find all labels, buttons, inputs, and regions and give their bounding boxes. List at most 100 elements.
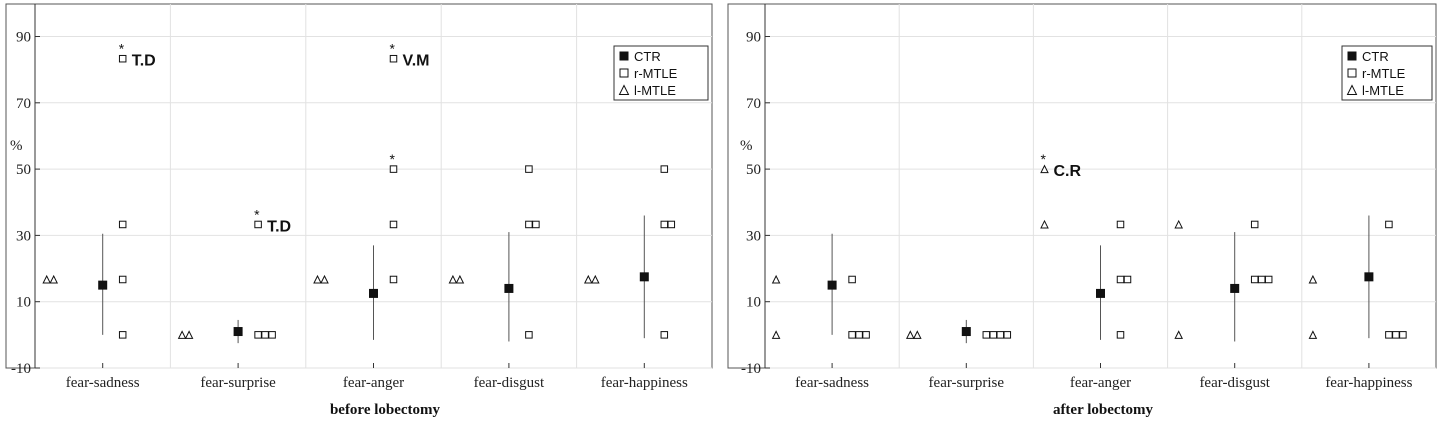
r-mtle-point — [1250, 275, 1259, 284]
r-mtle-point — [848, 331, 856, 339]
r-mtle-point — [261, 331, 269, 339]
r-mtle-point — [118, 54, 127, 63]
r-mtle-point — [1116, 275, 1125, 284]
r-mtle-point — [254, 331, 262, 339]
r-mtle-point — [118, 275, 127, 284]
r-mtle-point — [1257, 275, 1266, 284]
point-annotation: T.D — [267, 218, 291, 235]
ctr-mean-point — [369, 288, 378, 298]
ctr-mean-point — [639, 272, 649, 282]
y-tick-label: 10 — [746, 295, 761, 311]
l-mtle-point — [912, 330, 922, 339]
ctr-mean-point — [961, 327, 971, 337]
legend-label: l-MTLE — [1362, 83, 1404, 98]
significance-star: * — [254, 206, 260, 222]
l-mtle-point — [590, 274, 600, 284]
x-category-label: fear-sadness — [795, 375, 869, 391]
r-mtle-point — [855, 331, 863, 339]
ctr-mean-point — [1364, 272, 1374, 282]
r-mtle-point — [1116, 220, 1125, 229]
l-mtle-point — [320, 274, 329, 284]
r-mtle-point — [848, 275, 856, 284]
l-mtle-point — [313, 274, 322, 284]
l-mtle-point — [49, 274, 59, 284]
l-mtle-point — [1308, 274, 1318, 284]
x-axis-label: after lobectomy — [1053, 402, 1154, 418]
x-category-label: fear-disgust — [474, 375, 545, 391]
l-mtle-point — [771, 274, 781, 284]
x-axis-label: before lobectomy — [330, 402, 441, 418]
l-mtle-point — [448, 274, 458, 284]
point-annotation: V.M — [403, 53, 430, 70]
y-tick-label: 70 — [746, 96, 761, 112]
y-tick-label: 90 — [16, 30, 31, 46]
l-mtle-point — [184, 330, 194, 339]
r-mtle-point — [862, 331, 870, 339]
r-mtle-point — [268, 331, 276, 339]
r-mtle-point — [118, 331, 127, 339]
legend-marker-ctr — [1347, 51, 1357, 61]
x-category-label: fear-sadness — [66, 375, 140, 391]
y-tick-label: 70 — [16, 96, 31, 112]
x-category-label: fear-surprise — [200, 375, 276, 391]
ctr-mean-point — [1096, 288, 1105, 298]
r-mtle-point — [525, 165, 533, 173]
r-mtle-point — [1003, 331, 1012, 339]
y-tick-label: 50 — [746, 162, 761, 178]
ctr-mean-point — [233, 327, 243, 337]
legend-label: r-MTLE — [1362, 66, 1406, 81]
significance-star: * — [119, 41, 125, 57]
r-mtle-point — [660, 165, 669, 173]
l-mtle-point — [1174, 219, 1184, 229]
panel-before-lobectomy: -10 10 30 50 70 90 fear-sadness fear-surprise fe… — [5, 3, 713, 418]
significance-star: * — [390, 41, 396, 57]
y-tick-label: 30 — [746, 228, 761, 244]
l-mtle-point — [1040, 164, 1049, 174]
y-tick-label: 10 — [16, 295, 31, 311]
r-mtle-point — [660, 331, 669, 339]
y-tick-label: 90 — [746, 30, 761, 46]
r-mtle-point — [1392, 331, 1400, 339]
significance-star: * — [1041, 151, 1047, 167]
panel-after-lobectomy: -10 10 30 50 70 90 fear-sadness fear-surprise fe… — [727, 3, 1437, 418]
l-mtle-point — [905, 330, 915, 339]
x-category-label: fear-disgust — [1199, 375, 1270, 391]
r-mtle-point — [389, 275, 398, 284]
r-mtle-point — [996, 331, 1005, 339]
l-mtle-point — [1308, 330, 1318, 339]
y-axis-label: % — [740, 138, 753, 154]
x-category-label: fear-anger — [1070, 375, 1131, 391]
l-mtle-point — [1040, 219, 1049, 229]
l-mtle-point — [771, 330, 781, 339]
r-mtle-point — [1399, 331, 1407, 339]
r-mtle-point — [667, 220, 676, 229]
r-mtle-point — [1385, 220, 1393, 229]
y-tick-label: -10 — [11, 361, 31, 377]
r-mtle-point — [389, 165, 398, 173]
ctr-mean-point — [98, 280, 108, 290]
legend-marker-l-mtle — [618, 84, 630, 95]
r-mtle-point — [254, 220, 262, 229]
ctr-mean-point — [504, 283, 514, 293]
ctr-mean-point — [1230, 283, 1240, 293]
l-mtle-point — [1174, 330, 1184, 339]
l-mtle-point — [177, 330, 187, 339]
r-mtle-point — [389, 220, 398, 229]
y-axis-label: % — [10, 138, 23, 154]
point-annotation: T.D — [132, 53, 156, 70]
y-tick-label: 30 — [16, 228, 31, 244]
r-mtle-point — [1385, 331, 1393, 339]
r-mtle-point — [989, 331, 998, 339]
r-mtle-point — [1116, 331, 1125, 339]
r-mtle-point — [525, 220, 533, 229]
legend-marker-ctr — [619, 51, 629, 61]
x-category-label: fear-surprise — [929, 375, 1005, 391]
legend-label: r-MTLE — [634, 66, 678, 81]
ctr-mean-point — [827, 280, 837, 290]
x-category-label: fear-happiness — [601, 375, 688, 391]
r-mtle-point — [118, 220, 127, 229]
point-annotation: C.R — [1054, 163, 1082, 180]
l-mtle-point — [42, 274, 52, 284]
legend-label: CTR — [1362, 49, 1389, 64]
